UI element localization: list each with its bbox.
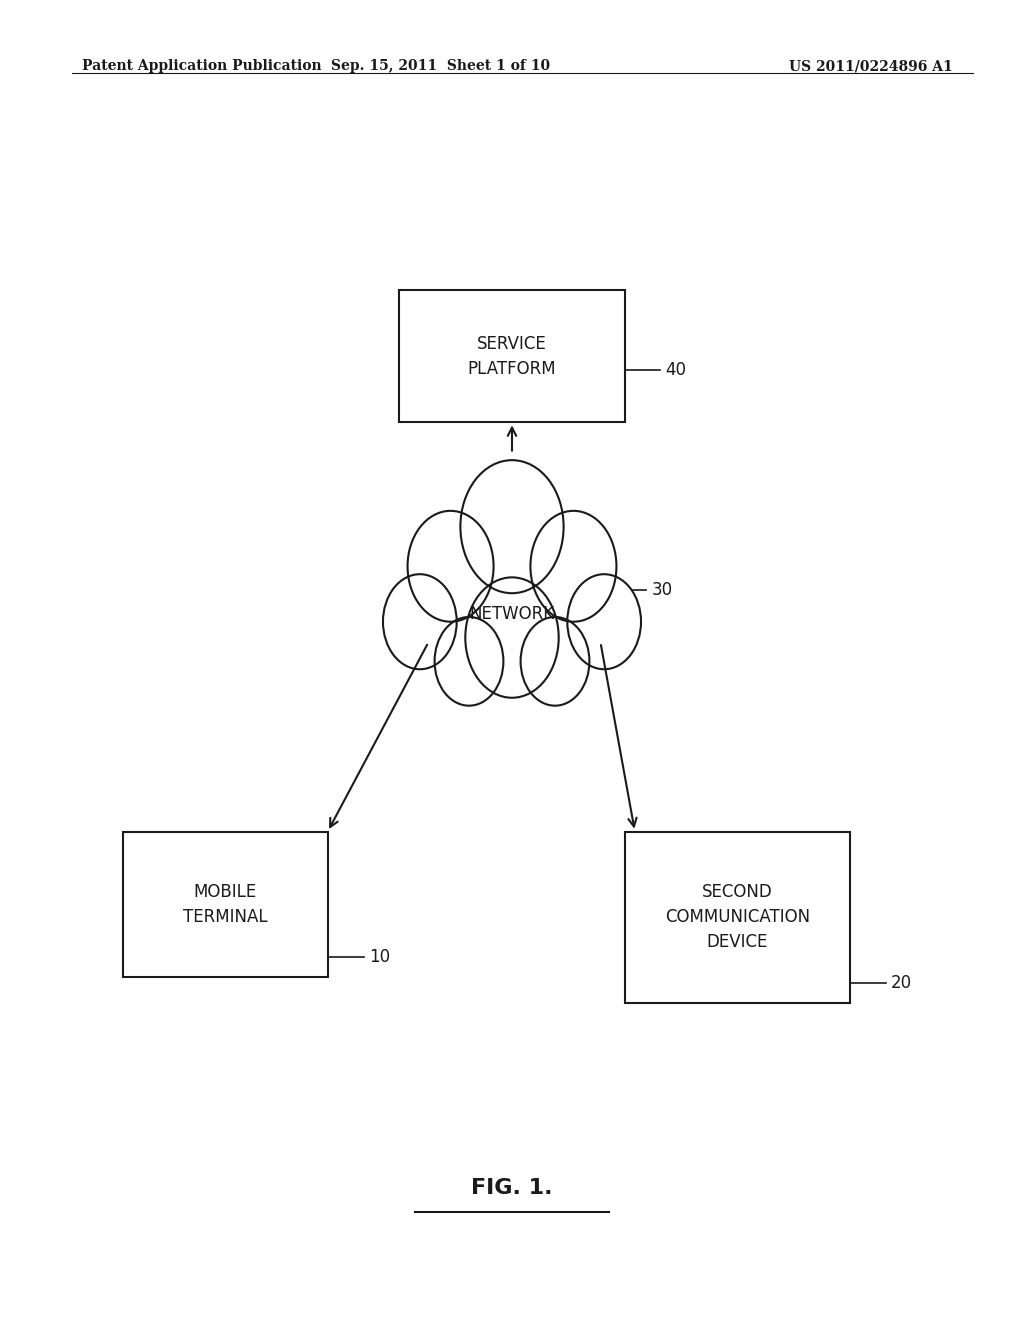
Text: Sep. 15, 2011  Sheet 1 of 10: Sep. 15, 2011 Sheet 1 of 10 xyxy=(331,59,550,74)
Text: Patent Application Publication: Patent Application Publication xyxy=(82,59,322,74)
FancyBboxPatch shape xyxy=(625,832,850,1003)
Circle shape xyxy=(383,574,457,669)
Circle shape xyxy=(461,461,563,593)
Circle shape xyxy=(520,616,590,706)
FancyBboxPatch shape xyxy=(123,832,328,977)
Text: 30: 30 xyxy=(651,581,673,599)
Text: SECOND
COMMUNICATION
DEVICE: SECOND COMMUNICATION DEVICE xyxy=(665,883,810,952)
Text: 40: 40 xyxy=(666,360,687,379)
Text: 10: 10 xyxy=(369,948,390,966)
Text: 20: 20 xyxy=(891,974,912,993)
FancyBboxPatch shape xyxy=(399,290,625,422)
Text: FIG. 1.: FIG. 1. xyxy=(471,1177,553,1199)
Text: MOBILE
TERMINAL: MOBILE TERMINAL xyxy=(183,883,267,925)
Circle shape xyxy=(567,574,641,669)
Text: SERVICE
PLATFORM: SERVICE PLATFORM xyxy=(468,335,556,378)
Circle shape xyxy=(434,616,504,706)
Circle shape xyxy=(465,577,559,698)
Text: NETWORK: NETWORK xyxy=(469,605,555,623)
Text: US 2011/0224896 A1: US 2011/0224896 A1 xyxy=(788,59,952,74)
Circle shape xyxy=(530,511,616,622)
Circle shape xyxy=(408,511,494,622)
